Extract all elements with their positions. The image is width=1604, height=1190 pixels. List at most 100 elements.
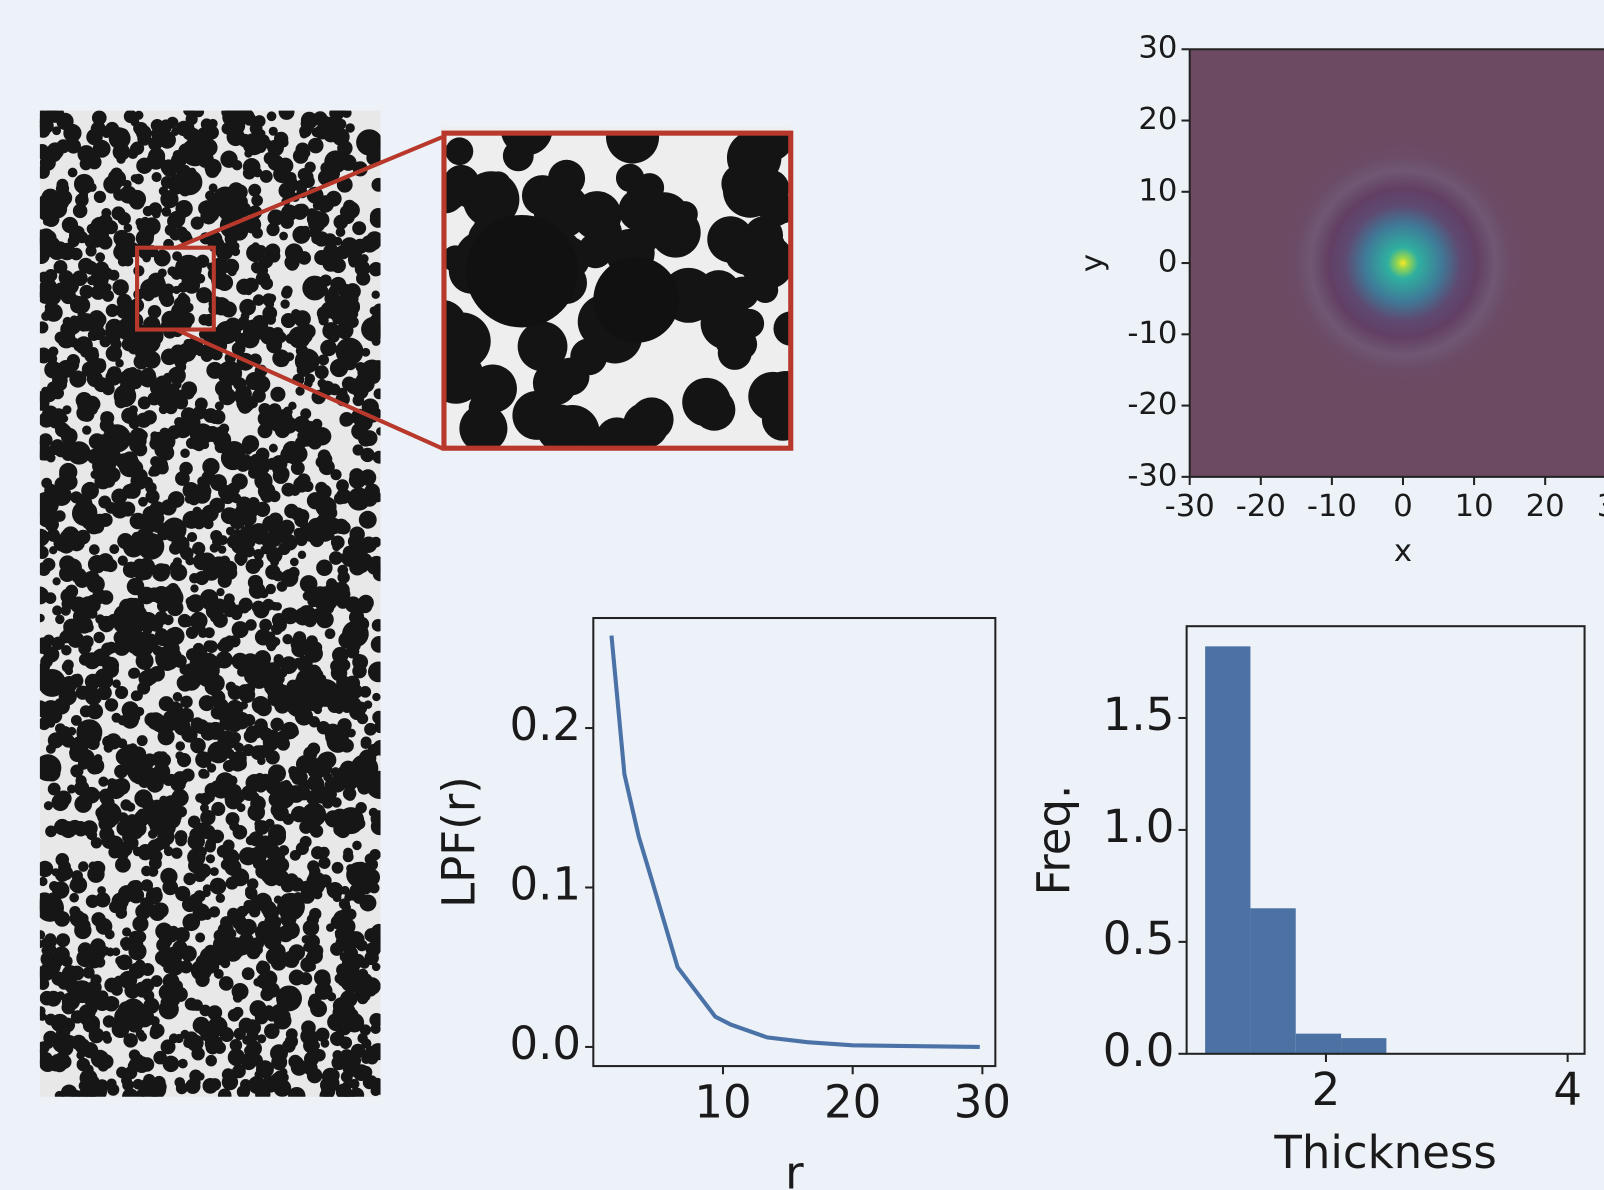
y-tick-label: 30 [1138, 31, 1177, 66]
y-tick-label: 1.0 [1103, 800, 1175, 853]
pore [225, 526, 236, 536]
pore [67, 587, 78, 598]
pore [375, 388, 381, 398]
pore [160, 499, 177, 516]
pore [370, 328, 381, 340]
pore [89, 515, 100, 526]
pore [39, 545, 49, 560]
pore [271, 785, 295, 810]
pore [82, 425, 92, 435]
pore [111, 488, 128, 505]
pore [356, 977, 375, 995]
pore [158, 933, 173, 948]
pore [105, 501, 118, 514]
pore [297, 473, 311, 487]
pore [252, 294, 265, 306]
pore [273, 1011, 292, 1030]
pore [137, 532, 165, 560]
pore [137, 1032, 148, 1042]
pore [60, 605, 71, 616]
pore [353, 817, 366, 830]
pore [112, 367, 122, 376]
pore [69, 247, 83, 261]
pore [41, 386, 50, 396]
pore [445, 137, 474, 166]
pore [370, 817, 381, 836]
pore [42, 405, 59, 423]
pore [188, 857, 204, 874]
pore [241, 904, 251, 915]
pore [352, 221, 367, 236]
pore [367, 661, 381, 683]
pore [352, 654, 369, 671]
pore [370, 1023, 381, 1035]
pore [358, 510, 377, 529]
pore [150, 456, 161, 467]
x-tick-label: 0 [1393, 489, 1413, 524]
pore [314, 982, 333, 1000]
pore [108, 127, 131, 150]
pore [177, 1058, 188, 1069]
pore [354, 261, 371, 277]
pore [160, 1039, 176, 1055]
pore [349, 704, 366, 721]
pore [50, 439, 65, 453]
pore [160, 190, 179, 209]
pore [442, 245, 469, 273]
pore [278, 110, 295, 120]
pore [209, 877, 227, 895]
pore [341, 1081, 352, 1091]
pore [122, 927, 132, 937]
pore [195, 932, 206, 943]
pore [282, 813, 295, 825]
pore [129, 768, 144, 783]
pore [47, 191, 63, 207]
pore [175, 741, 186, 751]
pore [69, 881, 79, 891]
pore [270, 386, 286, 402]
pore [106, 443, 117, 454]
pore [147, 391, 162, 406]
pore [133, 562, 152, 581]
pore [115, 907, 128, 919]
pore [291, 203, 308, 220]
pore [114, 395, 128, 409]
pore [166, 628, 178, 640]
pore [175, 1082, 188, 1095]
pore [258, 773, 273, 788]
pore [326, 882, 336, 893]
pore [222, 599, 237, 614]
pore [282, 950, 300, 968]
pore [238, 597, 253, 612]
pore [225, 812, 240, 827]
pore [215, 772, 235, 792]
pore [126, 826, 140, 840]
pore [101, 207, 112, 218]
pore [262, 842, 277, 858]
pore [61, 955, 73, 967]
pore [329, 110, 345, 121]
pore [175, 885, 191, 902]
pore [319, 274, 332, 287]
pore [364, 950, 379, 966]
pore [84, 673, 101, 690]
pore [244, 149, 253, 158]
pore [260, 987, 274, 1002]
pore [143, 753, 157, 767]
x-tick-label: -20 [1236, 489, 1286, 524]
pore [121, 701, 140, 719]
pore [236, 496, 253, 513]
pore [299, 835, 312, 848]
pore [193, 552, 211, 571]
pore [86, 223, 98, 235]
pore [372, 492, 381, 503]
pore [303, 942, 313, 953]
pore [198, 768, 209, 779]
pore [74, 795, 93, 813]
y-axis-label: Freq. [1028, 785, 1081, 896]
pore [132, 915, 149, 932]
pore [320, 1038, 330, 1048]
pore [117, 555, 128, 566]
pore [79, 947, 88, 956]
pore [65, 470, 75, 481]
